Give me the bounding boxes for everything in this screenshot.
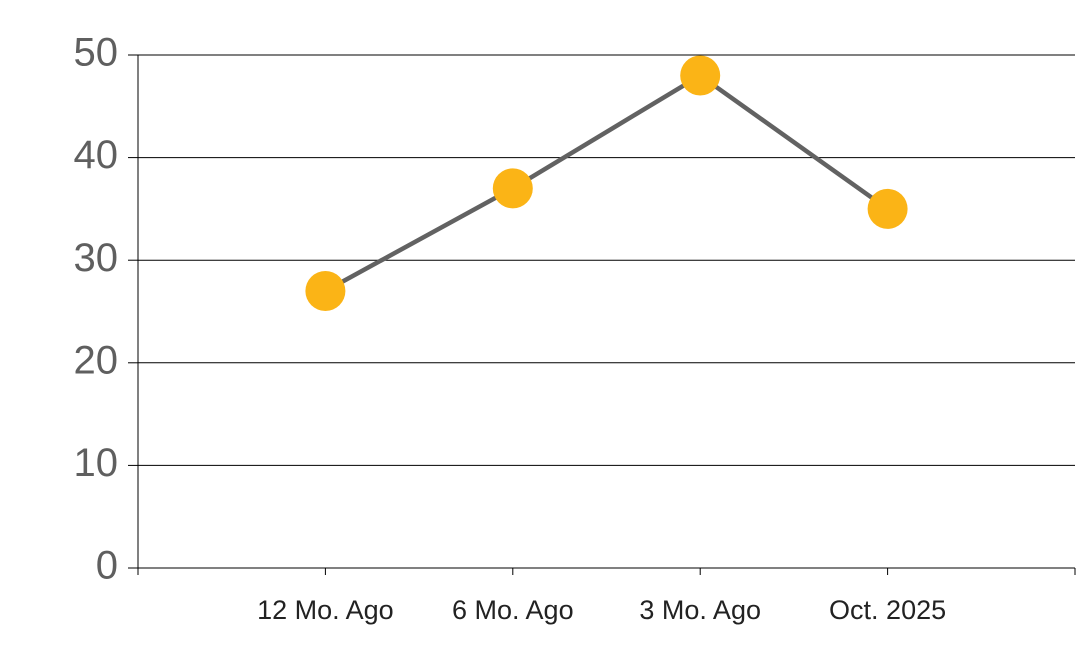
y-tick-label: 30: [74, 236, 119, 280]
line: [324, 72, 889, 293]
x-tick-label: Oct. 2025: [829, 595, 946, 625]
x-tick-label: 6 Mo. Ago: [452, 595, 574, 625]
x-tick-label: 3 Mo. Ago: [639, 595, 761, 625]
y-tick-label: 40: [74, 133, 119, 177]
marker: [680, 55, 721, 96]
y-tick-label: 50: [74, 31, 119, 75]
marker: [867, 188, 908, 229]
y-tick-label: 10: [74, 441, 119, 485]
marker: [305, 270, 346, 311]
y-tick-label: 20: [74, 338, 119, 382]
marker: [492, 168, 533, 209]
y-tick-label: 0: [96, 544, 118, 588]
x-tick-label: 12 Mo. Ago: [257, 595, 394, 625]
